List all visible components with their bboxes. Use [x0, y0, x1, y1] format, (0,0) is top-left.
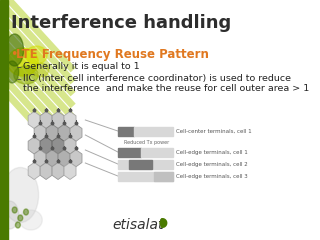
Bar: [0, 0, 8, 240]
Polygon shape: [159, 218, 167, 228]
Polygon shape: [64, 137, 76, 154]
Bar: [118, 172, 173, 181]
Text: –: –: [16, 74, 21, 84]
Polygon shape: [64, 112, 76, 128]
Polygon shape: [46, 124, 58, 141]
Circle shape: [12, 207, 17, 213]
Bar: [154, 172, 173, 181]
Ellipse shape: [26, 46, 47, 64]
Polygon shape: [34, 150, 46, 167]
Bar: [118, 160, 173, 169]
Polygon shape: [34, 124, 46, 141]
Text: the interference  and make the reuse for cell outer area > 1: the interference and make the reuse for …: [23, 84, 309, 93]
Ellipse shape: [7, 48, 38, 76]
Polygon shape: [46, 150, 58, 167]
Polygon shape: [40, 112, 52, 128]
Text: Interference handling: Interference handling: [12, 14, 232, 32]
Polygon shape: [58, 150, 70, 167]
Polygon shape: [52, 112, 64, 128]
Text: Cell-edge terminals, cell 1: Cell-edge terminals, cell 1: [176, 150, 247, 155]
Text: Cell-center terminals, cell 1: Cell-center terminals, cell 1: [176, 129, 251, 134]
Polygon shape: [28, 112, 40, 128]
Ellipse shape: [6, 34, 24, 66]
Polygon shape: [58, 124, 70, 141]
Polygon shape: [40, 162, 52, 180]
Polygon shape: [52, 137, 64, 154]
Ellipse shape: [2, 168, 39, 222]
Bar: [134, 127, 173, 136]
Text: Reduced Tx power: Reduced Tx power: [124, 140, 169, 145]
Ellipse shape: [6, 61, 19, 83]
Circle shape: [15, 222, 20, 228]
Ellipse shape: [1, 201, 19, 229]
Polygon shape: [52, 162, 64, 180]
Text: Generally it is equal to 1: Generally it is equal to 1: [23, 62, 140, 71]
Circle shape: [24, 209, 28, 215]
Text: •: •: [11, 48, 18, 61]
Polygon shape: [28, 162, 40, 180]
Ellipse shape: [20, 210, 42, 230]
Bar: [129, 160, 152, 169]
Text: etisalat: etisalat: [112, 218, 164, 232]
Bar: [118, 127, 134, 136]
Bar: [140, 148, 173, 157]
Text: –: –: [16, 62, 21, 72]
Polygon shape: [64, 162, 76, 180]
Ellipse shape: [33, 63, 49, 77]
Ellipse shape: [14, 66, 38, 84]
Polygon shape: [40, 137, 52, 154]
Polygon shape: [70, 124, 82, 141]
Text: Cell-edge terminals, cell 2: Cell-edge terminals, cell 2: [176, 162, 247, 167]
Bar: [118, 148, 140, 157]
Circle shape: [18, 215, 23, 221]
Text: IIC (Inter cell interference coordinator) is used to reduce: IIC (Inter cell interference coordinator…: [23, 74, 291, 83]
Text: LTE Frequency Reuse Pattern: LTE Frequency Reuse Pattern: [16, 48, 209, 61]
Text: Cell-edge terminals, cell 3: Cell-edge terminals, cell 3: [176, 174, 247, 179]
Polygon shape: [28, 137, 40, 154]
Polygon shape: [70, 150, 82, 167]
